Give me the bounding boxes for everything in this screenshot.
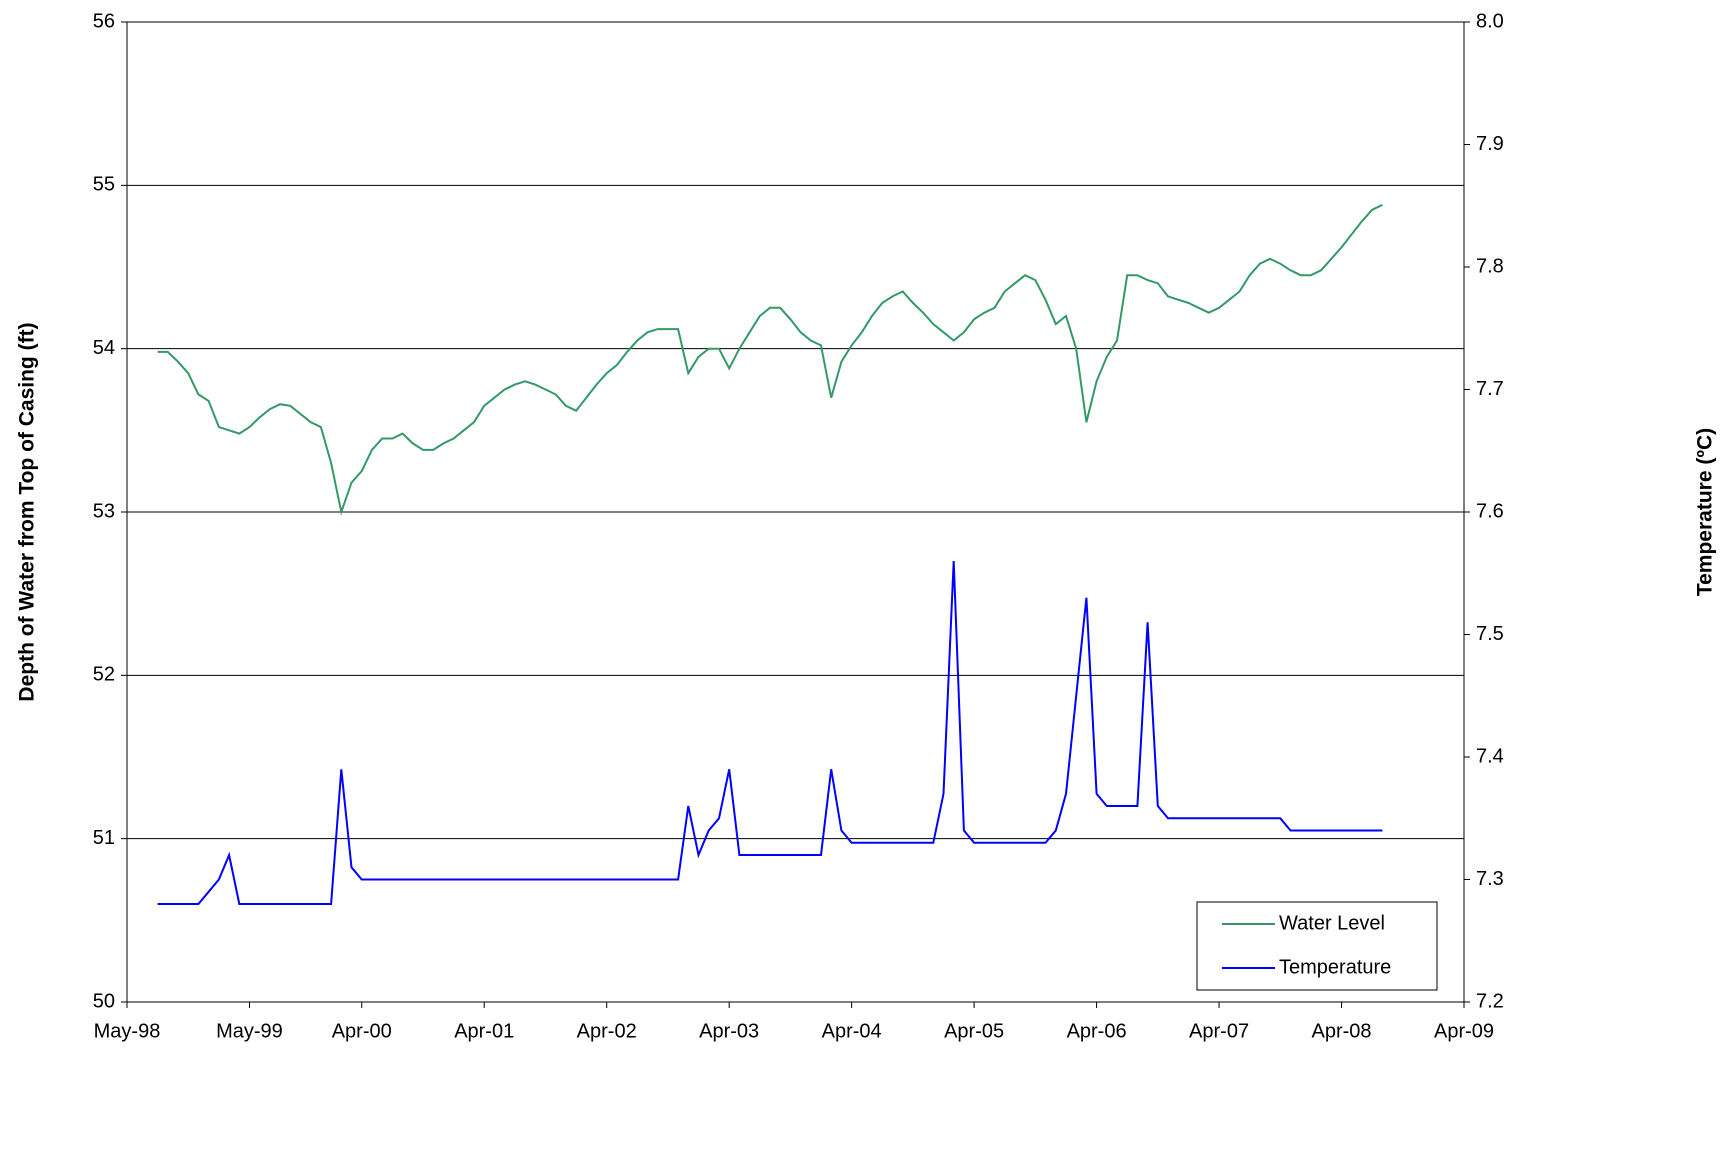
y2-tick-label: 7.7 bbox=[1476, 378, 1504, 400]
x-tick-label: May-99 bbox=[216, 1020, 283, 1042]
y2-tick-label: 7.3 bbox=[1476, 868, 1504, 890]
y2-tick-label: 7.6 bbox=[1476, 500, 1504, 522]
y-tick-label: 55 bbox=[93, 174, 115, 196]
x-tick-label: Apr-03 bbox=[699, 1020, 759, 1042]
y2-tick-label: 7.8 bbox=[1476, 255, 1504, 277]
x-tick-label: Apr-08 bbox=[1312, 1020, 1372, 1042]
x-tick-label: Apr-02 bbox=[577, 1020, 637, 1042]
y-tick-label: 53 bbox=[93, 500, 115, 522]
y2-tick-label: 7.4 bbox=[1476, 745, 1504, 767]
x-tick-label: Apr-09 bbox=[1434, 1020, 1494, 1042]
y-tick-label: 56 bbox=[93, 10, 115, 32]
y2-axis-title: Temperature (ºC) bbox=[1694, 428, 1717, 596]
y-tick-label: 54 bbox=[93, 337, 115, 359]
y-tick-label: 51 bbox=[93, 827, 115, 849]
x-tick-label: Apr-04 bbox=[822, 1020, 882, 1042]
x-tick-label: May-98 bbox=[94, 1020, 161, 1042]
x-tick-label: Apr-00 bbox=[332, 1020, 392, 1042]
y2-tick-label: 8.0 bbox=[1476, 10, 1504, 32]
y-axis-title: Depth of Water from Top of Casing (ft) bbox=[16, 322, 39, 701]
y2-tick-label: 7.2 bbox=[1476, 990, 1504, 1012]
y2-tick-label: 7.9 bbox=[1476, 133, 1504, 155]
series-line bbox=[157, 560, 1383, 905]
series-line bbox=[157, 203, 1383, 516]
y-tick-label: 52 bbox=[93, 664, 115, 686]
x-tick-label: Apr-07 bbox=[1189, 1020, 1249, 1042]
legend-label: Water Level bbox=[1279, 912, 1385, 934]
x-tick-label: Apr-05 bbox=[944, 1020, 1004, 1042]
x-tick-label: Apr-01 bbox=[454, 1020, 514, 1042]
legend-label: Temperature bbox=[1279, 956, 1391, 978]
y2-tick-label: 7.5 bbox=[1476, 623, 1504, 645]
x-tick-label: Apr-06 bbox=[1067, 1020, 1127, 1042]
legend-box bbox=[1196, 901, 1438, 991]
y-tick-label: 50 bbox=[93, 990, 115, 1012]
